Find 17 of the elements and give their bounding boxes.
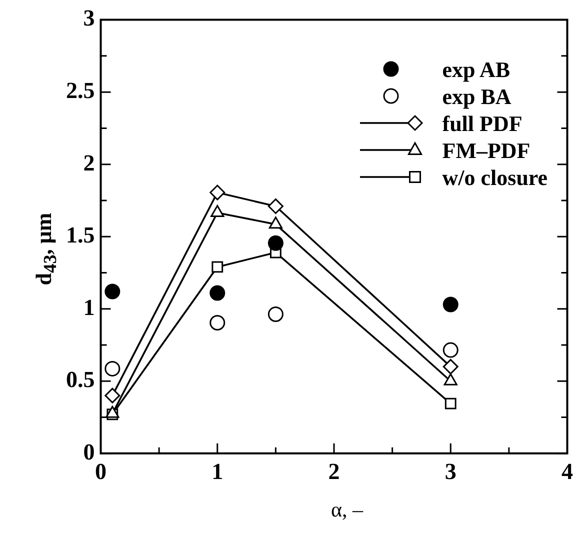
legend-label: FM–PDF <box>442 136 530 164</box>
legend-label: full PDF <box>442 110 522 137</box>
y-tick-label: 2.5 <box>66 78 95 104</box>
y-tick-label: 0 <box>83 439 95 464</box>
y-tick-label: 1 <box>83 294 95 320</box>
y-tick-label: 3 <box>83 6 95 31</box>
x-axis-title: α, – <box>330 498 364 522</box>
x-tick-label: 1 <box>212 459 224 484</box>
legend-label: exp BA <box>442 82 512 110</box>
y-tick-label: 2 <box>83 150 95 176</box>
x-tick-label: 2 <box>328 459 340 484</box>
x-tick-label: 3 <box>444 459 456 484</box>
y-tick-label: 0.5 <box>66 367 95 392</box>
legend-label: exp AB <box>442 56 510 83</box>
legend-label: w/o closure <box>442 164 548 191</box>
x-tick-label: 4 <box>562 459 574 484</box>
y-tick-label: 1.5 <box>66 222 95 248</box>
